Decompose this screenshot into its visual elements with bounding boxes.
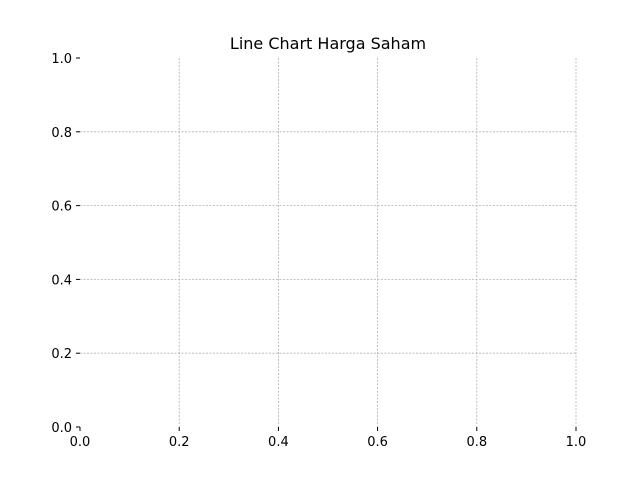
- y-tick-label: 0.4: [51, 273, 72, 288]
- x-axis: 0.0 0.2 0.4 0.6 0.8 1.0: [70, 427, 587, 450]
- y-tick-label: 0.6: [51, 200, 72, 215]
- y-tick-label: 0.0: [51, 421, 72, 436]
- x-tick-label: 0.6: [367, 435, 388, 450]
- x-tick-label: 1.0: [566, 435, 587, 450]
- x-tick-label: 0.0: [70, 435, 91, 450]
- x-tick-label: 0.4: [268, 435, 289, 450]
- y-tick-label: 1.0: [51, 52, 72, 67]
- chart-title: Line Chart Harga Saham: [230, 34, 426, 53]
- grid-lines: [80, 58, 577, 427]
- plot-area: [80, 58, 577, 427]
- y-tick-label: 0.2: [51, 347, 72, 362]
- x-tick-label: 0.2: [169, 435, 190, 450]
- y-axis: 0.0 0.2 0.4 0.6 0.8 1.0: [51, 52, 80, 436]
- y-tick-label: 0.8: [51, 126, 72, 141]
- x-tick-label: 0.8: [466, 435, 487, 450]
